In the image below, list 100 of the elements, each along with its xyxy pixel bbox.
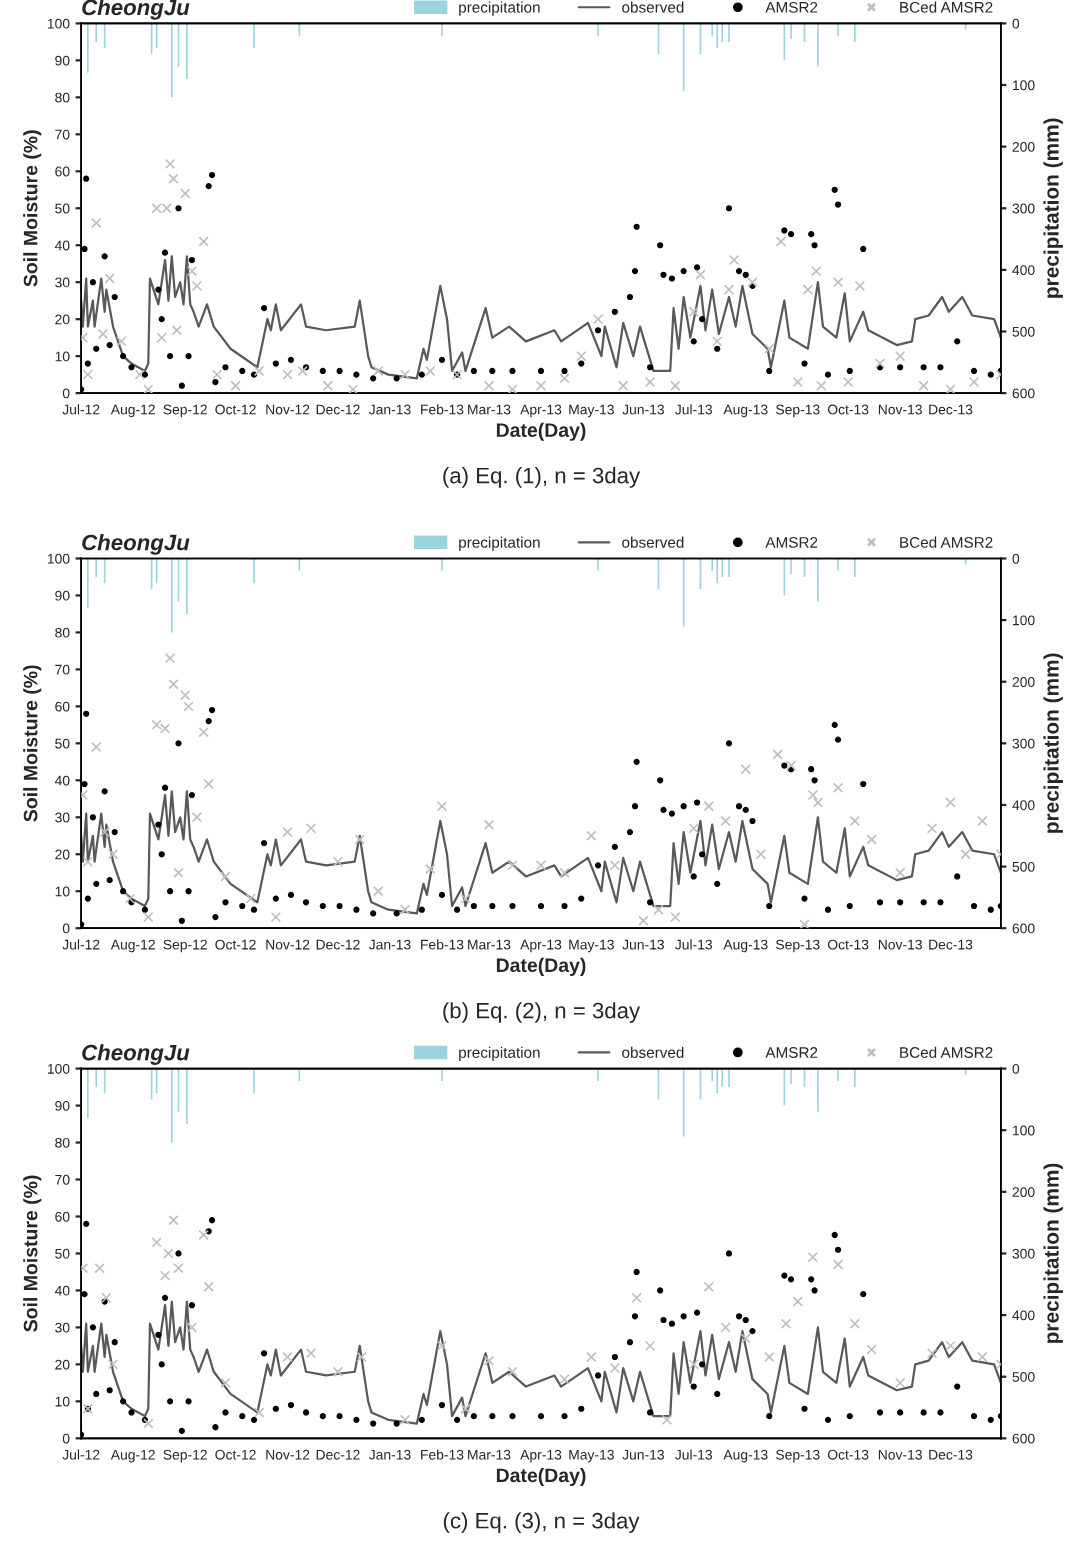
- point: [807, 1251, 819, 1263]
- point: [191, 812, 203, 823]
- point: [811, 265, 822, 277]
- point: [792, 376, 804, 388]
- point: [94, 1263, 105, 1274]
- point: [638, 915, 649, 927]
- point: [164, 653, 176, 664]
- point: [740, 1333, 751, 1344]
- point: [425, 863, 436, 875]
- point: [918, 380, 929, 391]
- point: [183, 701, 194, 712]
- point: [802, 284, 814, 295]
- point: [322, 380, 334, 391]
- point: [203, 1281, 214, 1292]
- point: [282, 826, 293, 838]
- point: [156, 332, 167, 343]
- point: [807, 789, 819, 801]
- text: (b) Eq. (2), n = 3day: [443, 1002, 641, 1023]
- point: [720, 1322, 731, 1333]
- point: [483, 819, 495, 830]
- point: [399, 1414, 411, 1426]
- point: [661, 1414, 673, 1426]
- point: [960, 849, 971, 860]
- point: [159, 1270, 171, 1281]
- x-axis-title: Date(Day): [496, 1467, 586, 1487]
- point: [945, 384, 956, 394]
- point: [945, 1340, 956, 1352]
- point: [198, 236, 209, 247]
- point: [968, 376, 980, 388]
- point: [703, 1281, 715, 1292]
- point: [151, 1237, 162, 1248]
- chart-title: CheongJu: [82, 1044, 190, 1065]
- point: [764, 1351, 775, 1363]
- point: [894, 350, 906, 362]
- point: [945, 797, 956, 808]
- point: [894, 867, 906, 878]
- point: [220, 871, 231, 882]
- point: [436, 1340, 448, 1352]
- point: [849, 1318, 861, 1329]
- point: [460, 1403, 471, 1414]
- point: [168, 678, 179, 690]
- point: [332, 1366, 344, 1377]
- point: [332, 856, 344, 867]
- point: [483, 1355, 495, 1366]
- point: [101, 1292, 112, 1304]
- point: [171, 325, 183, 336]
- point: [282, 369, 293, 380]
- point: [609, 860, 621, 871]
- point: [866, 834, 877, 845]
- point: [356, 1351, 367, 1363]
- point: [785, 760, 797, 771]
- point: [670, 380, 681, 391]
- point: [164, 158, 176, 170]
- point: [507, 384, 518, 394]
- point: [812, 797, 824, 808]
- point: [143, 1418, 154, 1429]
- point: [775, 236, 787, 247]
- point: [832, 782, 844, 793]
- point: [230, 380, 241, 391]
- point: [82, 369, 94, 380]
- point: [399, 904, 411, 915]
- point: [977, 815, 988, 827]
- y-axis-title: Soil Moisture (%): [23, 1175, 42, 1332]
- point: [559, 867, 570, 878]
- point: [354, 834, 365, 845]
- point: [507, 1366, 518, 1377]
- point: [347, 384, 359, 394]
- point: [772, 749, 783, 760]
- point: [163, 1248, 174, 1259]
- x-axis-title: Date(Day): [496, 957, 586, 976]
- point: [91, 217, 102, 229]
- point: [134, 369, 146, 380]
- point: [116, 336, 127, 347]
- point: [688, 1359, 699, 1370]
- point: [179, 188, 191, 199]
- point: [107, 1359, 119, 1370]
- point: [173, 867, 184, 878]
- point: [436, 800, 448, 812]
- point: [305, 1348, 317, 1359]
- point: [124, 893, 136, 904]
- line-series: [81, 1300, 1001, 1425]
- point: [270, 911, 282, 923]
- point: [425, 365, 436, 377]
- point: [792, 1296, 804, 1307]
- text: (a) Eq. (1), n = 3day: [443, 467, 641, 488]
- point: [894, 1377, 906, 1389]
- point: [688, 823, 699, 834]
- point: [159, 723, 171, 734]
- point: [559, 1373, 570, 1385]
- point: [799, 919, 810, 929]
- point: [816, 380, 827, 391]
- point: [559, 373, 570, 384]
- chart-title: CheongJu: [82, 534, 190, 555]
- point: [592, 313, 604, 325]
- point: [372, 886, 384, 897]
- point: [297, 365, 308, 377]
- point: [97, 328, 109, 340]
- point: [720, 815, 731, 827]
- point: [586, 1351, 597, 1363]
- point: [926, 823, 938, 834]
